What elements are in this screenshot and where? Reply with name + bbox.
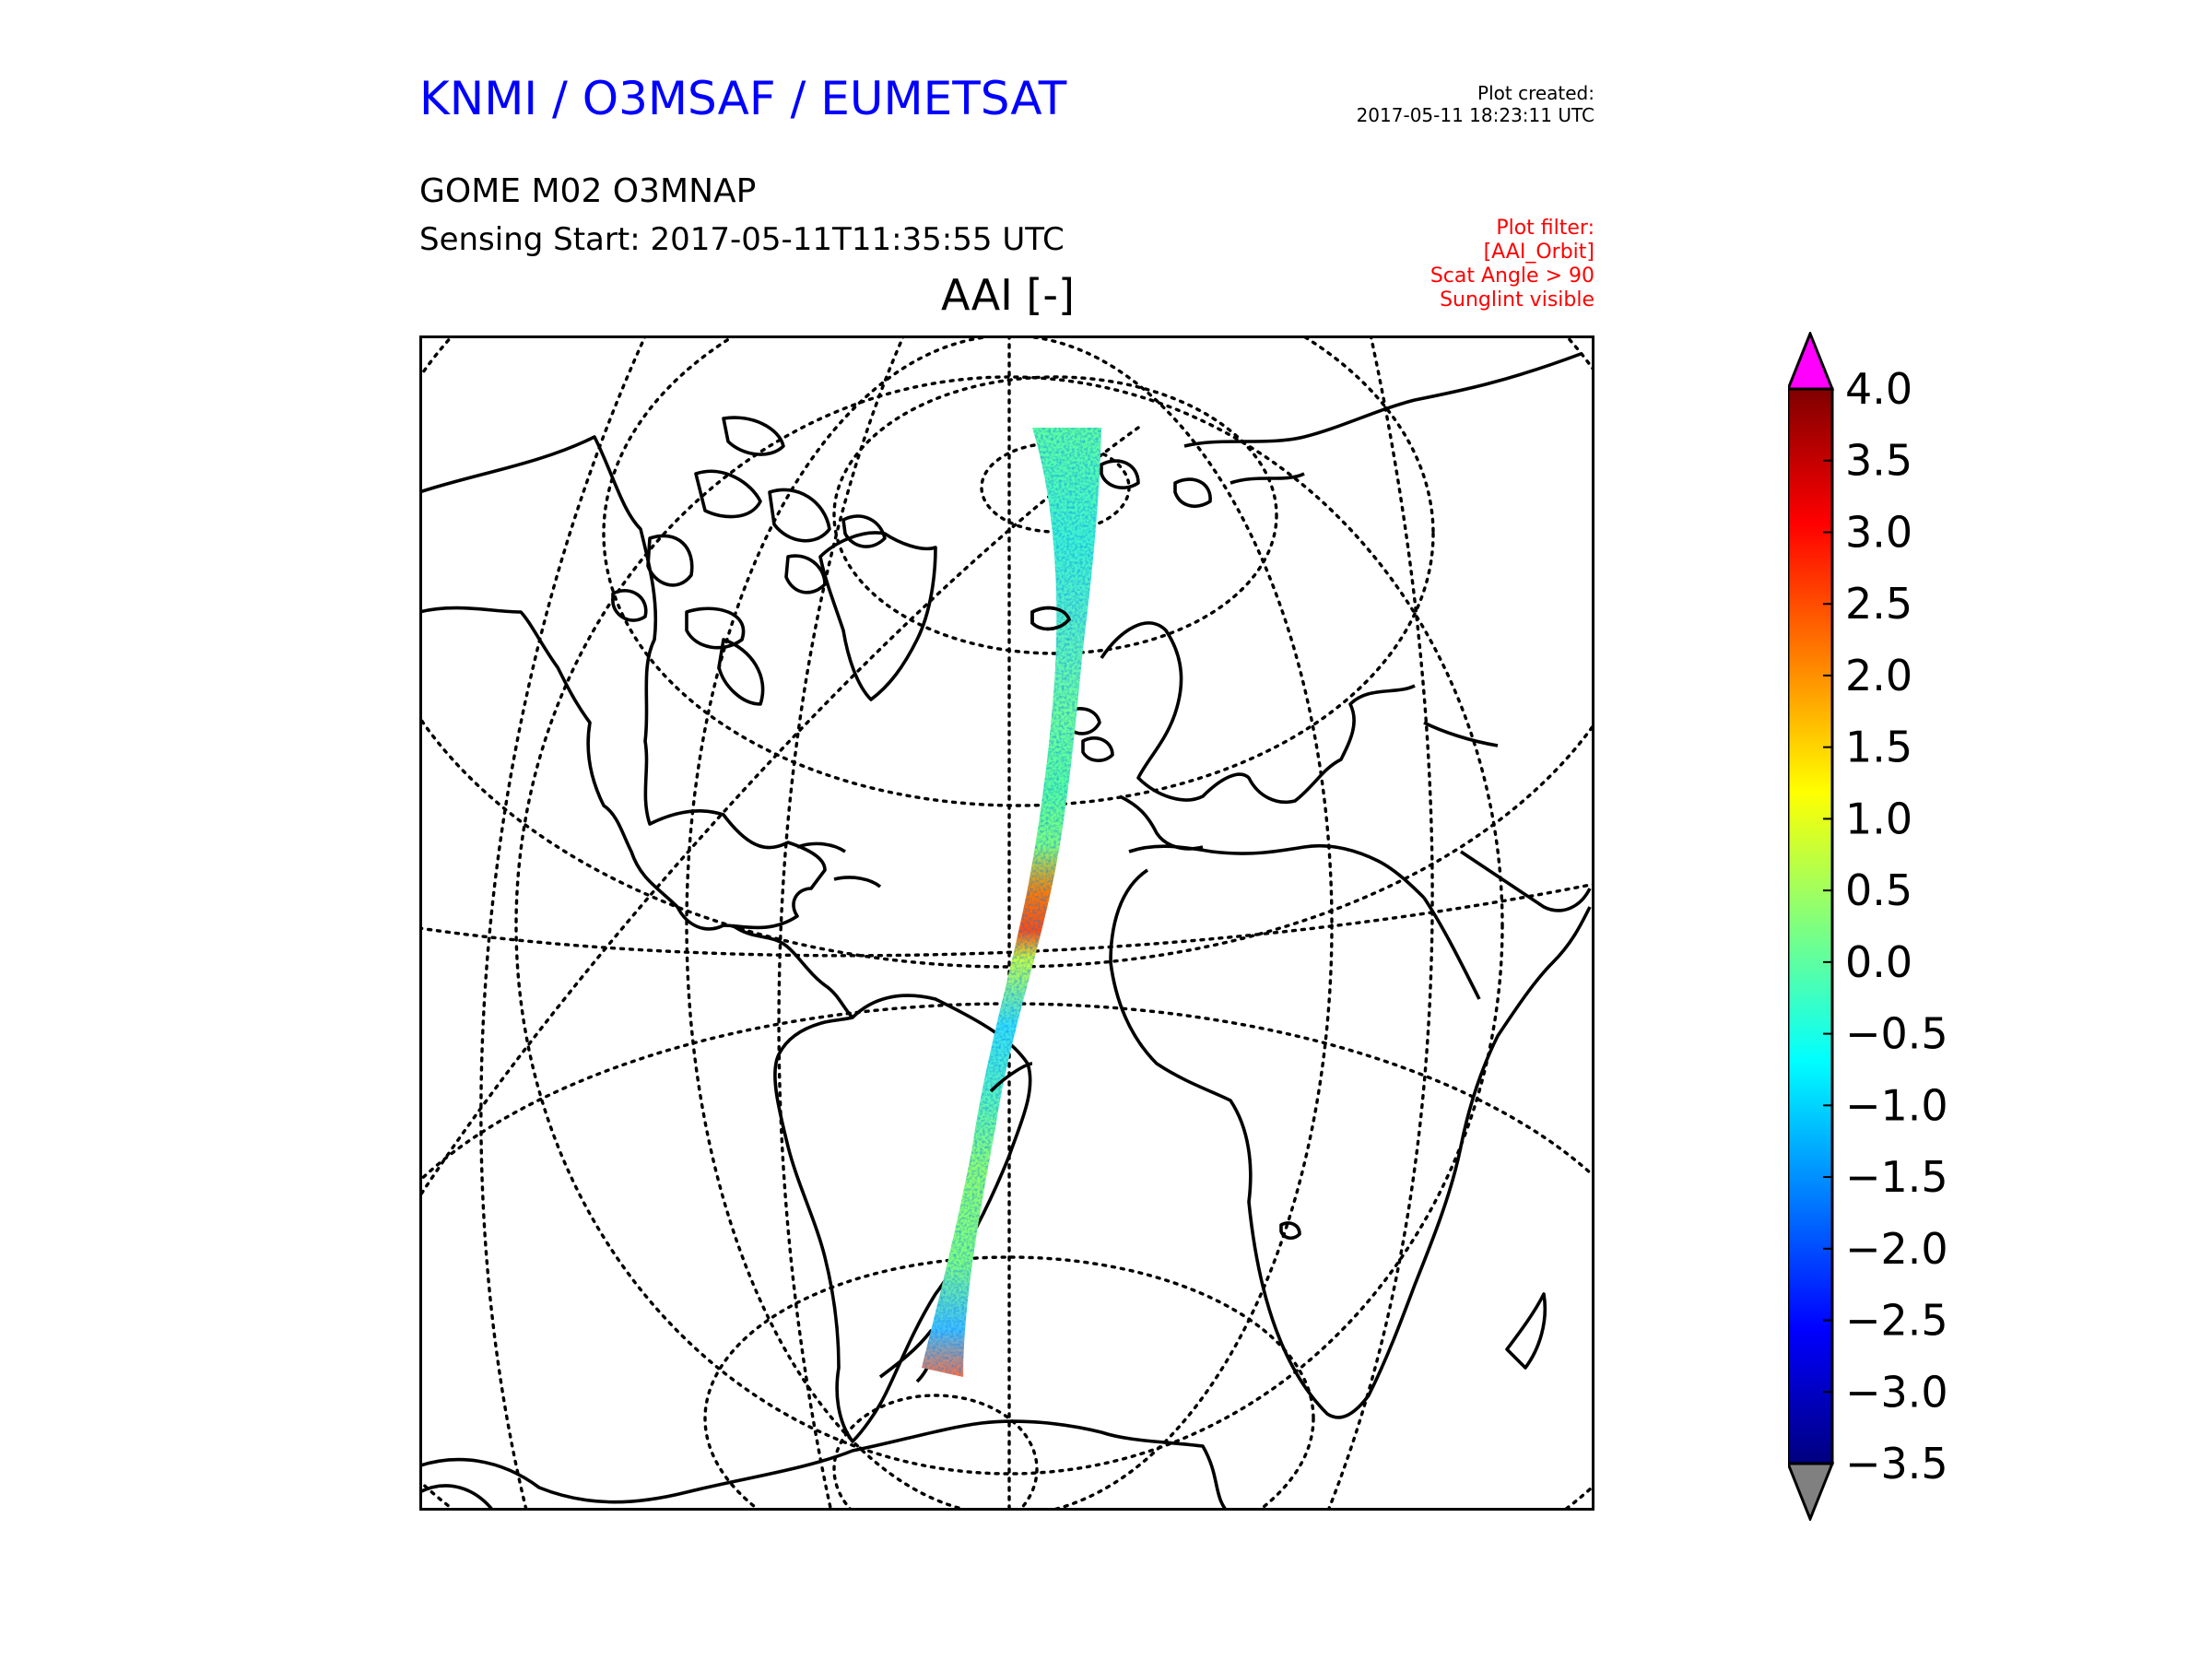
coastlines [419,352,1592,1511]
colorbar: 4.0 3.5 3.0 2.5 2.0 1.5 1.0 0.5 0.0 −0.5 −1.0 −1.5 −… [1788,332,1948,1521]
colorbar-tick-label: 1.5 [1845,723,1912,772]
filter-orbit: [AAI_Orbit] [1483,241,1594,264]
colorbar-under-triangle [1788,1462,1835,1521]
colorbar-tick-label: 0.0 [1845,937,1912,987]
colorbar-tick-label: −3.5 [1845,1439,1948,1488]
colorbar-tick-label: −1.0 [1845,1080,1948,1130]
plot-created-time: 2017-05-11 18:23:11 UTC [1356,104,1594,126]
sensing-start-label: Sensing Start: 2017-05-11T11:35:55 UTC [419,221,1065,258]
colorbar-tick-label: 2.0 [1845,651,1912,700]
header-title: KNMI / O3MSAF / EUMETSAT [419,72,1067,125]
colorbar-tick-label: −2.5 [1845,1296,1948,1346]
graticule [419,335,1594,1511]
colorbar-tick-label: 2.5 [1845,579,1912,629]
colorbar-over-triangle [1788,332,1835,391]
product-label: GOME M02 O3MNAP [419,172,757,210]
plot-created-label: Plot created: [1477,82,1594,104]
colorbar-tick-label: 3.5 [1845,436,1912,486]
colorbar-gradient [1788,387,1834,1465]
colorbar-tick-label: 3.0 [1845,507,1912,557]
filter-heading: Plot filter: [1496,217,1594,240]
filter-scat-angle: Scat Angle > 90 [1430,265,1594,288]
filter-sunglint: Sunglint visible [1440,288,1594,312]
aai-swath [922,428,1101,1377]
colorbar-tick-label: −2.0 [1845,1224,1948,1274]
colorbar-tick-label: −0.5 [1845,1009,1948,1059]
colorbar-tick-label: 0.5 [1845,865,1912,915]
colorbar-tick-label: 1.0 [1845,794,1912,843]
map-panel [419,335,1594,1511]
map-title: AAI [-] [941,270,1075,320]
colorbar-tick-label: −1.5 [1845,1152,1948,1202]
colorbar-tick-label: 4.0 [1845,364,1912,414]
colorbar-tick-label: −3.0 [1845,1367,1948,1417]
